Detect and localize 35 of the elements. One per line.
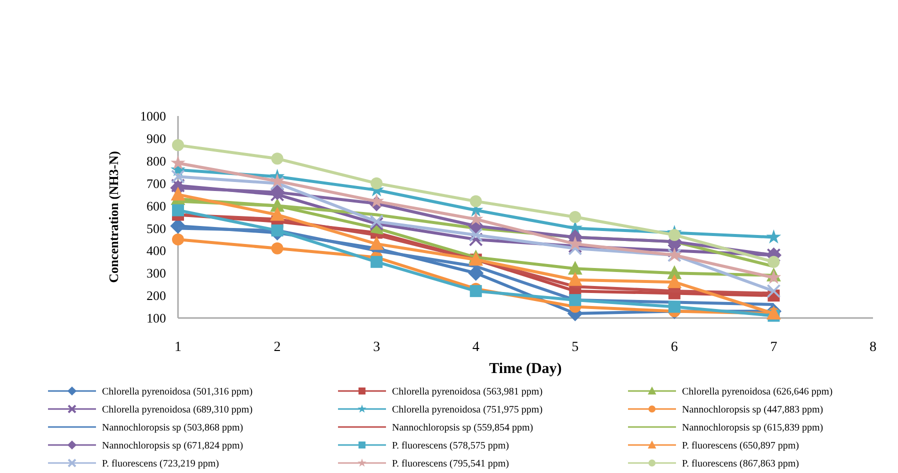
x-tick-label: 8 <box>870 340 876 355</box>
x-axis-title: Time (Day) <box>489 361 562 377</box>
x-tick-label: 5 <box>572 340 579 355</box>
legend-label: P. fluorescens (578,575 ppm) <box>392 440 509 452</box>
x-tick-label: 7 <box>770 340 778 355</box>
y-tick-label: 900 <box>146 130 166 146</box>
legend-label: Chlorella pyrenoidosa (751,975 ppm) <box>392 404 543 416</box>
legend-label: Chlorella pyrenoidosa (689,310 ppm) <box>102 404 253 416</box>
x-tick-label: 6 <box>670 340 678 355</box>
x-tick-label: 4 <box>472 340 480 355</box>
legend-label: Nannochloropsis sp (447,883 ppm) <box>682 404 824 416</box>
legend-label: Chlorella pyrenoidosa (501,316 ppm) <box>102 386 253 398</box>
x-tick-label: 3 <box>373 340 380 355</box>
y-tick-label: 400 <box>146 243 166 258</box>
legend-label: P. fluorescens (723,219 ppm) <box>102 458 219 470</box>
legend-label: P. fluorescens (650,897 ppm) <box>682 440 799 452</box>
legend-label: P. fluorescens (795,541 ppm) <box>392 458 509 470</box>
y-axis-title: Concentration (NH3-N) <box>106 151 121 283</box>
legend-label: Nannochloropsis sp (559,854 ppm) <box>392 422 534 434</box>
x-tick-label: 1 <box>174 340 182 355</box>
legend-label: Nannochloropsis sp (615,839 ppm) <box>682 422 824 434</box>
legend-label: Chlorella pyrenoidosa (626,646 ppm) <box>682 386 833 398</box>
legend-label: Nannochloropsis sp (503,868 ppm) <box>102 422 244 434</box>
y-tick-label: 100 <box>146 310 166 326</box>
y-tick-label: 300 <box>146 266 166 281</box>
y-tick-label: 600 <box>146 198 166 214</box>
y-tick-label: 1000 <box>140 108 166 124</box>
legend-label: P. fluorescens (867,863 ppm) <box>682 458 799 470</box>
y-tick-label: 500 <box>146 220 166 236</box>
legend-label: Nannochloropsis sp (671,824 ppm) <box>102 440 244 452</box>
x-tick-label: 2 <box>274 340 281 355</box>
y-tick-label: 200 <box>146 288 166 304</box>
y-tick-label: 700 <box>146 176 166 191</box>
legend-label: Chlorella pyrenoidosa (563,981 ppm) <box>392 386 543 398</box>
y-tick-label: 800 <box>146 153 166 168</box>
